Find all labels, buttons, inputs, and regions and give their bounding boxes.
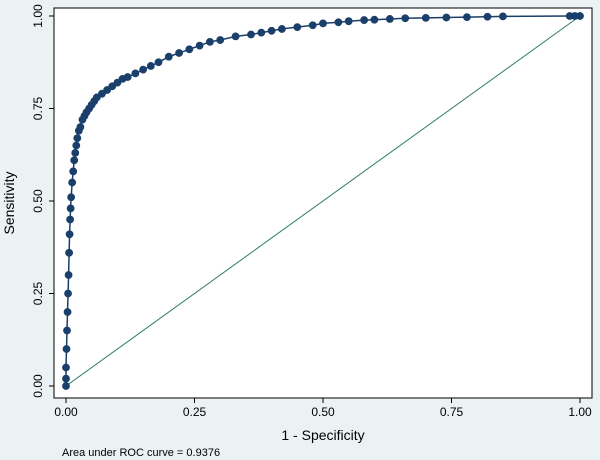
x-ticks-group: 0.00 0.25 0.50 0.75 1.00 [54,398,592,419]
y-axis-title: Sensitivity [1,171,17,234]
reference-line-group [65,15,581,387]
roc-point [66,204,75,213]
roc-point [164,52,173,61]
roc-point [139,65,147,74]
y-tick-label: 1.00 [31,4,45,28]
roc-point [360,16,369,24]
roc-point [68,178,77,187]
reference-diagonal-line [65,15,581,387]
roc-point [76,123,85,131]
roc-point [370,15,379,24]
roc-point [64,289,72,298]
roc-point [483,12,492,21]
x-tick-label: 0.75 [440,405,464,419]
roc-point [69,167,78,176]
x-tick-label: 1.00 [568,405,592,419]
roc-point [401,14,410,23]
roc-point [72,141,81,150]
roc-point [463,13,471,22]
plot-region [53,7,593,399]
y-tick-label: 0.50 [31,189,45,213]
roc-point [65,230,74,239]
roc-point [63,326,71,335]
roc-point [344,17,353,26]
roc-point [247,30,255,39]
roc-point [62,374,70,383]
roc-point [175,49,183,57]
roc-point [442,13,451,22]
roc-point [576,12,584,20]
auc-note: Area under ROC curve = 0.9376 [62,447,220,459]
roc-point [385,15,394,23]
roc-point [62,363,70,372]
roc-point [421,13,430,22]
y-tick-label: 0.75 [31,96,45,120]
roc-point [231,32,240,41]
roc-point [257,28,266,37]
roc-point [277,25,286,33]
roc-point [267,26,276,35]
x-axis-title: 1 - Specificity [281,427,364,443]
roc-point [293,23,302,31]
roc-point [206,38,214,46]
roc-point [70,156,79,165]
x-tick-label: 0.50 [311,405,335,419]
roc-point [123,73,132,81]
roc-markers-group [62,12,584,390]
roc-point [65,248,73,257]
roc-point [66,215,75,224]
roc-point [146,62,155,70]
y-ticks-group: 0.00 0.25 0.50 0.75 1.00 [31,4,54,398]
roc-point [67,193,76,202]
roc-point [216,36,225,44]
roc-point [62,382,70,390]
roc-point [71,148,80,157]
roc-point [498,12,507,21]
y-tick-label: 0.00 [31,374,45,398]
roc-point [62,345,71,353]
roc-point [308,21,317,30]
roc-point [64,271,73,279]
roc-point [154,58,163,67]
roc-point [319,19,327,28]
roc-point [131,69,140,78]
y-tick-label: 0.25 [31,281,45,305]
roc-point [195,41,204,50]
roc-point [334,18,343,27]
x-tick-label: 0.25 [183,405,207,419]
roc-point [185,45,194,54]
roc-point [73,134,82,142]
roc-point [63,308,72,316]
x-tick-label: 0.00 [54,405,78,419]
